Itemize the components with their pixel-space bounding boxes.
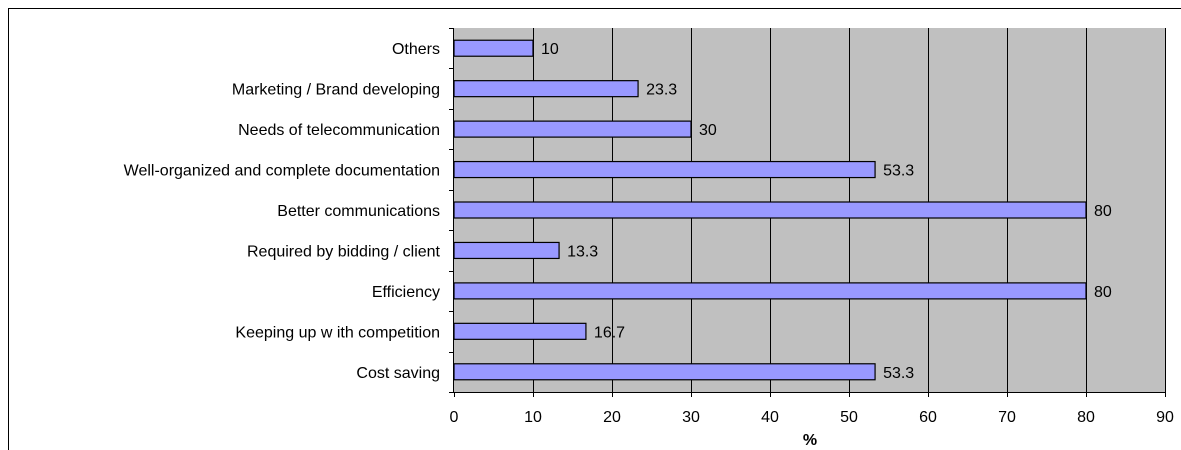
data-label: 13.3 [567, 243, 598, 260]
bar [453, 160, 876, 179]
bar [453, 282, 1087, 300]
bar [453, 39, 534, 57]
category-label: Needs of telecommunication [238, 122, 440, 139]
category-label: Required by bidding / client [247, 243, 441, 260]
data-label: 80 [1094, 203, 1112, 220]
category-label: Keeping up w ith competition [235, 324, 440, 341]
x-tick-label: 50 [840, 409, 858, 426]
value-axis: 0 10 20 30 40 50 60 70 80 90 [450, 392, 1174, 426]
category-axis: Others Marketing / Brand developing Needs … [124, 28, 454, 393]
x-axis-title: % [803, 432, 817, 449]
bar [453, 322, 587, 340]
data-label: 10 [541, 41, 559, 58]
data-label: 53.3 [883, 163, 914, 180]
data-label: 23.3 [646, 82, 677, 99]
bar [453, 80, 639, 98]
x-tick-label: 40 [761, 409, 779, 426]
data-label: 16.7 [594, 324, 625, 341]
bar [453, 241, 560, 260]
x-tick-label: 20 [603, 409, 621, 426]
data-label: 30 [699, 122, 717, 139]
x-tick-label: 30 [682, 409, 700, 426]
data-labels: 10 23.3 30 53.3 80 13.3 80 16.7 53.3 [541, 41, 1112, 382]
category-label: Better communications [277, 203, 440, 220]
bar [453, 120, 692, 138]
x-tick-label: 0 [450, 409, 459, 426]
x-tick-label: 80 [1077, 409, 1095, 426]
bars [453, 39, 1087, 381]
x-tick-label: 70 [998, 409, 1016, 426]
category-label: Others [392, 41, 440, 58]
bar [453, 363, 876, 381]
x-tick-label: 60 [919, 409, 937, 426]
x-tick-label: 90 [1156, 409, 1174, 426]
bar [453, 201, 1087, 219]
data-label: 53.3 [883, 365, 914, 382]
data-label: 80 [1094, 284, 1112, 301]
category-label: Well-organized and complete documentatio… [124, 163, 440, 180]
x-tick-label: 10 [524, 409, 542, 426]
category-label: Marketing / Brand developing [232, 82, 440, 99]
category-label: Efficiency [372, 284, 440, 301]
category-label: Cost saving [356, 365, 440, 382]
